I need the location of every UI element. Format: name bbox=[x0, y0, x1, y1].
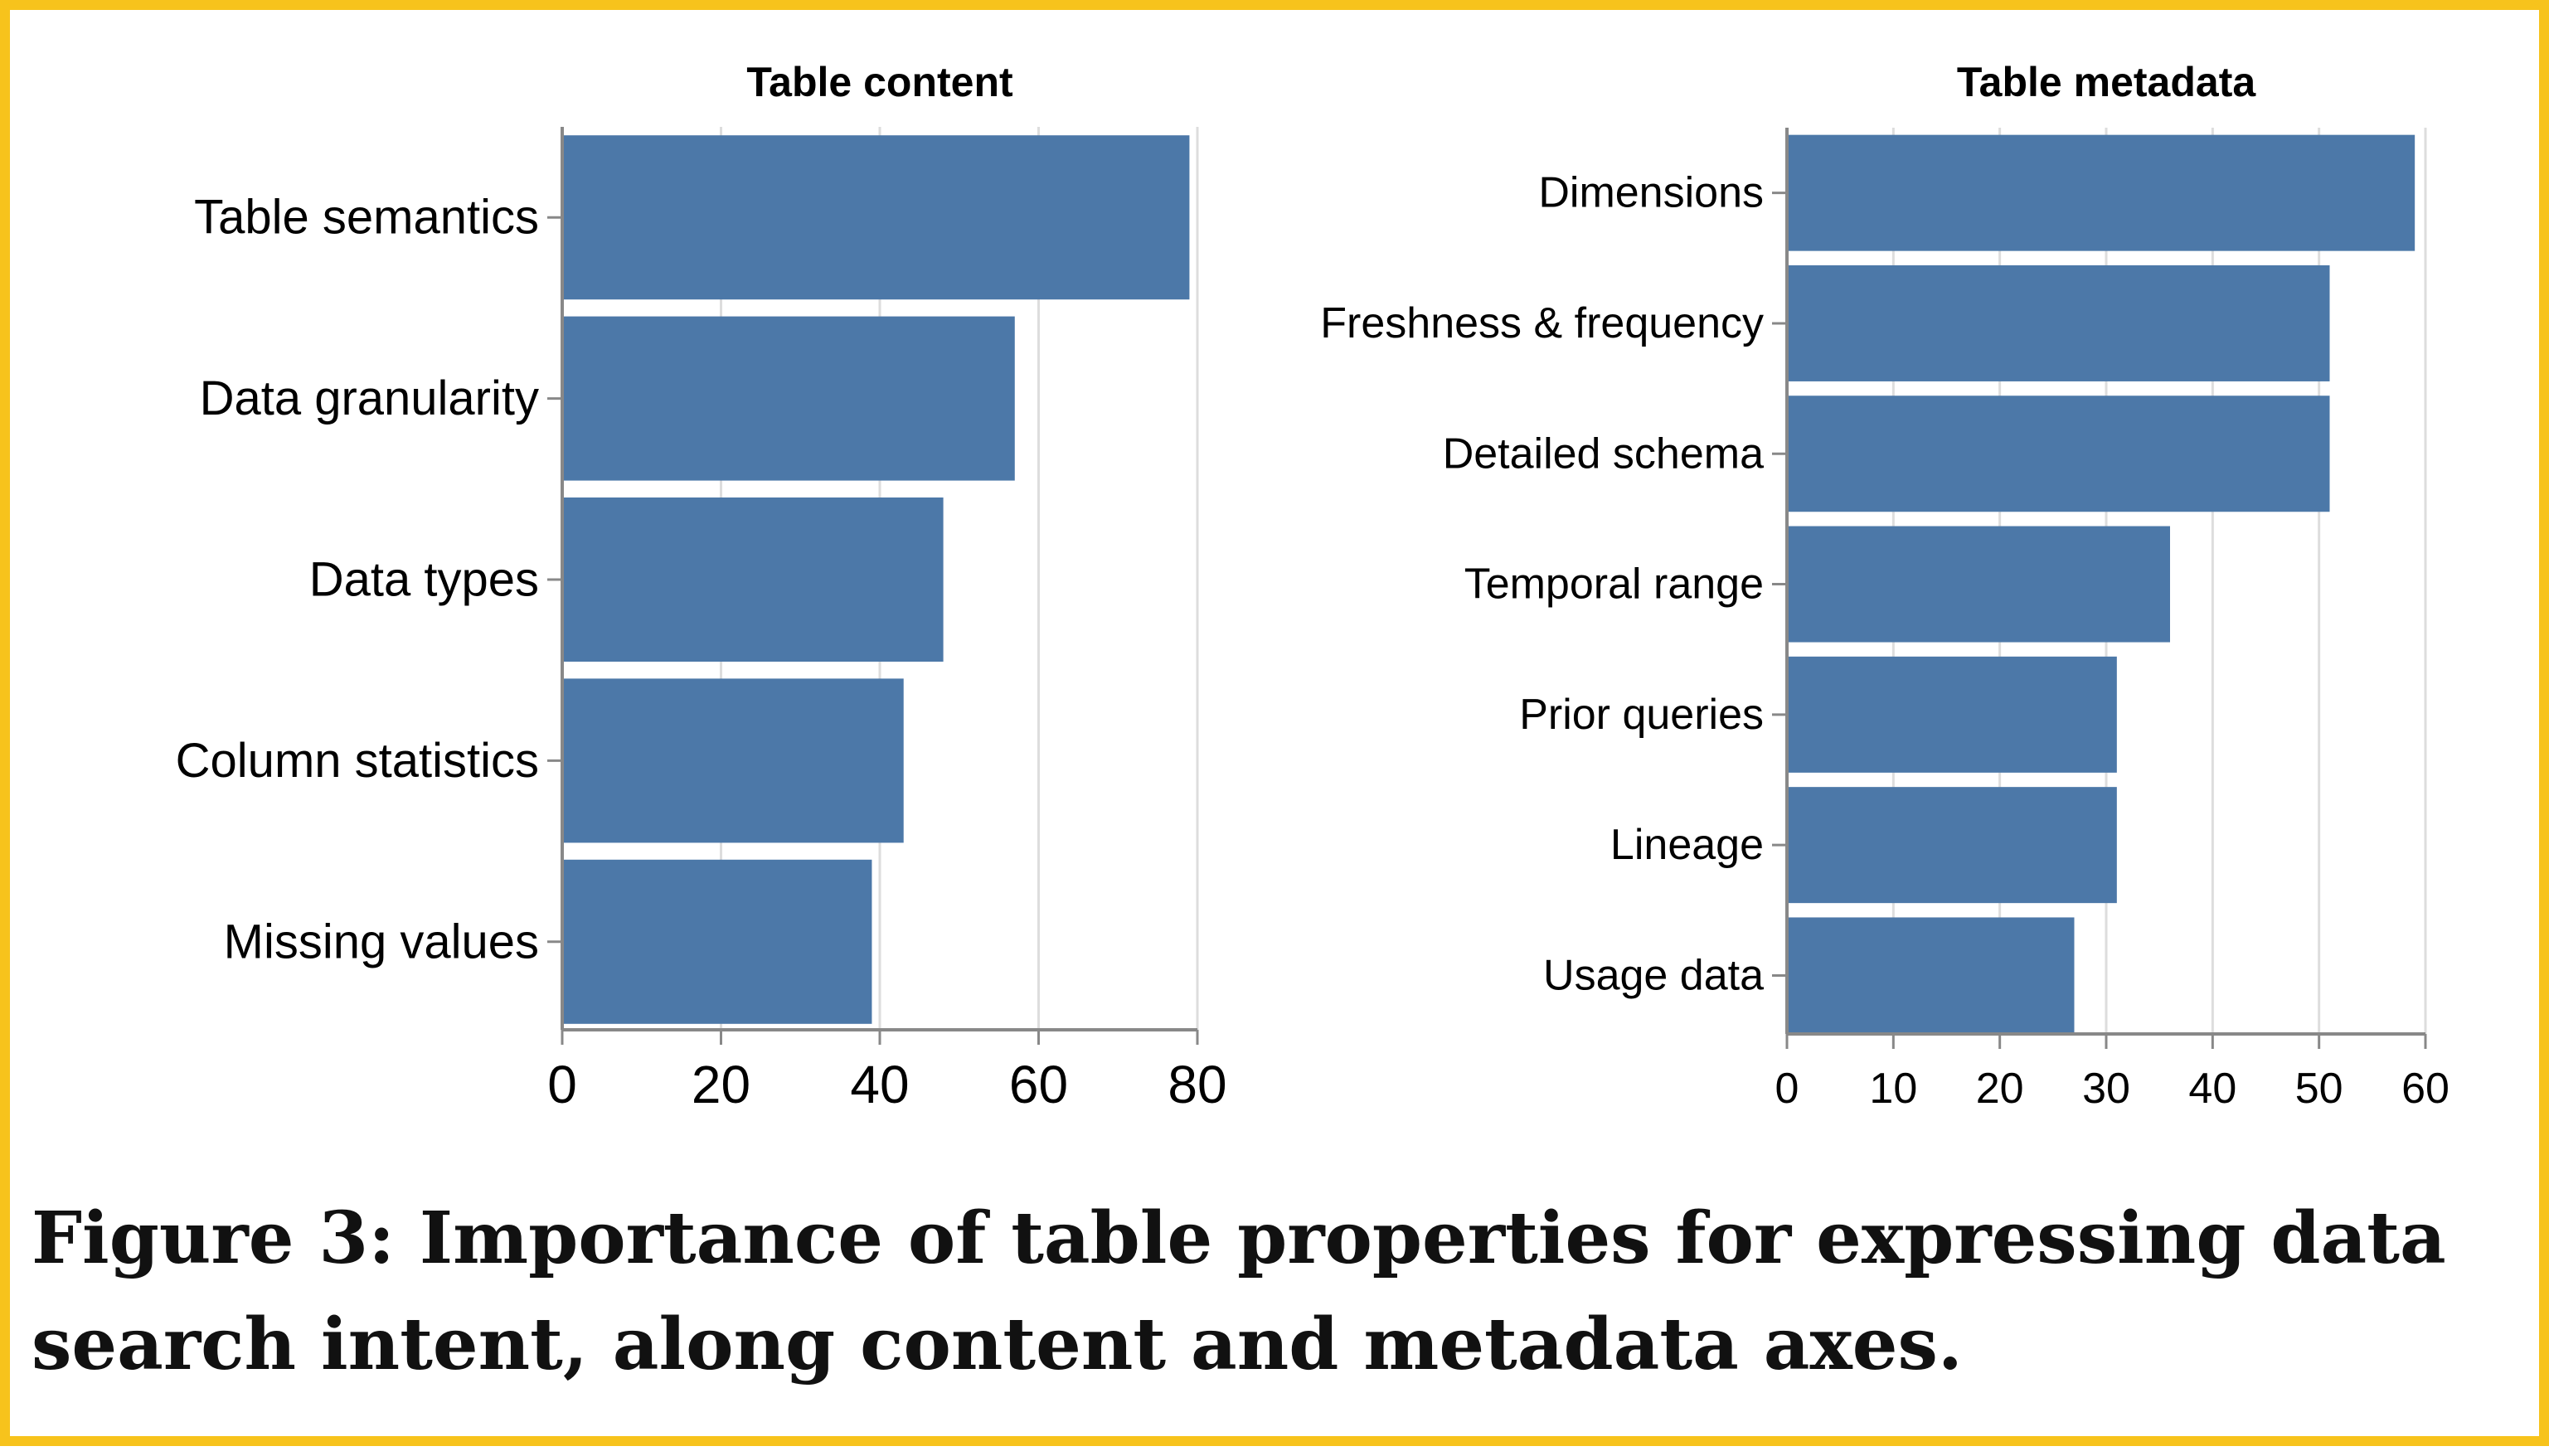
chart-0: Table semantics Data granularity Data type… bbox=[176, 59, 1227, 1114]
x-tick-label: 60 bbox=[1009, 1055, 1068, 1114]
category-label: Detailed schema bbox=[1443, 430, 1764, 478]
category-label: Data types bbox=[309, 553, 539, 607]
bar bbox=[1787, 265, 2330, 381]
chart-title: Table metadata bbox=[1957, 59, 2256, 105]
category-label: Usage data bbox=[1543, 951, 1764, 999]
bar bbox=[1787, 917, 2075, 1034]
figure-caption: Figure 3: Importance of table properties… bbox=[32, 1196, 2446, 1386]
category-label: Column statistics bbox=[176, 734, 539, 788]
x-tick-label: 20 bbox=[692, 1055, 750, 1114]
chart-1: Dimensions Freshness & frequency Detailed … bbox=[1320, 59, 2449, 1113]
charts-svg: Table semantics Data granularity Data type… bbox=[176, 59, 2449, 1114]
category-label: Lineage bbox=[1610, 821, 1764, 869]
category-label: Temporal range bbox=[1464, 561, 1764, 609]
bar bbox=[1787, 396, 2330, 512]
bar bbox=[562, 497, 944, 662]
chart-title: Table content bbox=[746, 59, 1013, 105]
category-label: Freshness & frequency bbox=[1320, 299, 1764, 347]
x-tick-label: 0 bbox=[1775, 1065, 1799, 1113]
x-tick-label: 50 bbox=[2295, 1065, 2343, 1113]
bar bbox=[1787, 656, 2117, 773]
bar bbox=[562, 135, 1190, 300]
bar bbox=[562, 859, 872, 1024]
bar bbox=[1787, 787, 2117, 904]
x-tick-label: 0 bbox=[547, 1055, 577, 1114]
x-tick-label: 30 bbox=[2082, 1065, 2130, 1113]
x-tick-label: 40 bbox=[850, 1055, 909, 1114]
bar bbox=[1787, 134, 2415, 251]
category-label: Prior queries bbox=[1519, 691, 1764, 739]
x-tick-label: 40 bbox=[2188, 1065, 2236, 1113]
category-label: Dimensions bbox=[1538, 169, 1764, 217]
x-tick-label: 60 bbox=[2401, 1065, 2449, 1113]
bar bbox=[1787, 526, 2170, 643]
x-tick-label: 80 bbox=[1168, 1055, 1226, 1114]
x-tick-label: 10 bbox=[1869, 1065, 1917, 1113]
category-label: Missing values bbox=[224, 915, 539, 968]
x-tick-label: 20 bbox=[1976, 1065, 2024, 1113]
bar bbox=[562, 678, 904, 843]
bar bbox=[562, 316, 1015, 481]
category-label: Table semantics bbox=[194, 191, 539, 245]
category-label: Data granularity bbox=[200, 371, 539, 425]
